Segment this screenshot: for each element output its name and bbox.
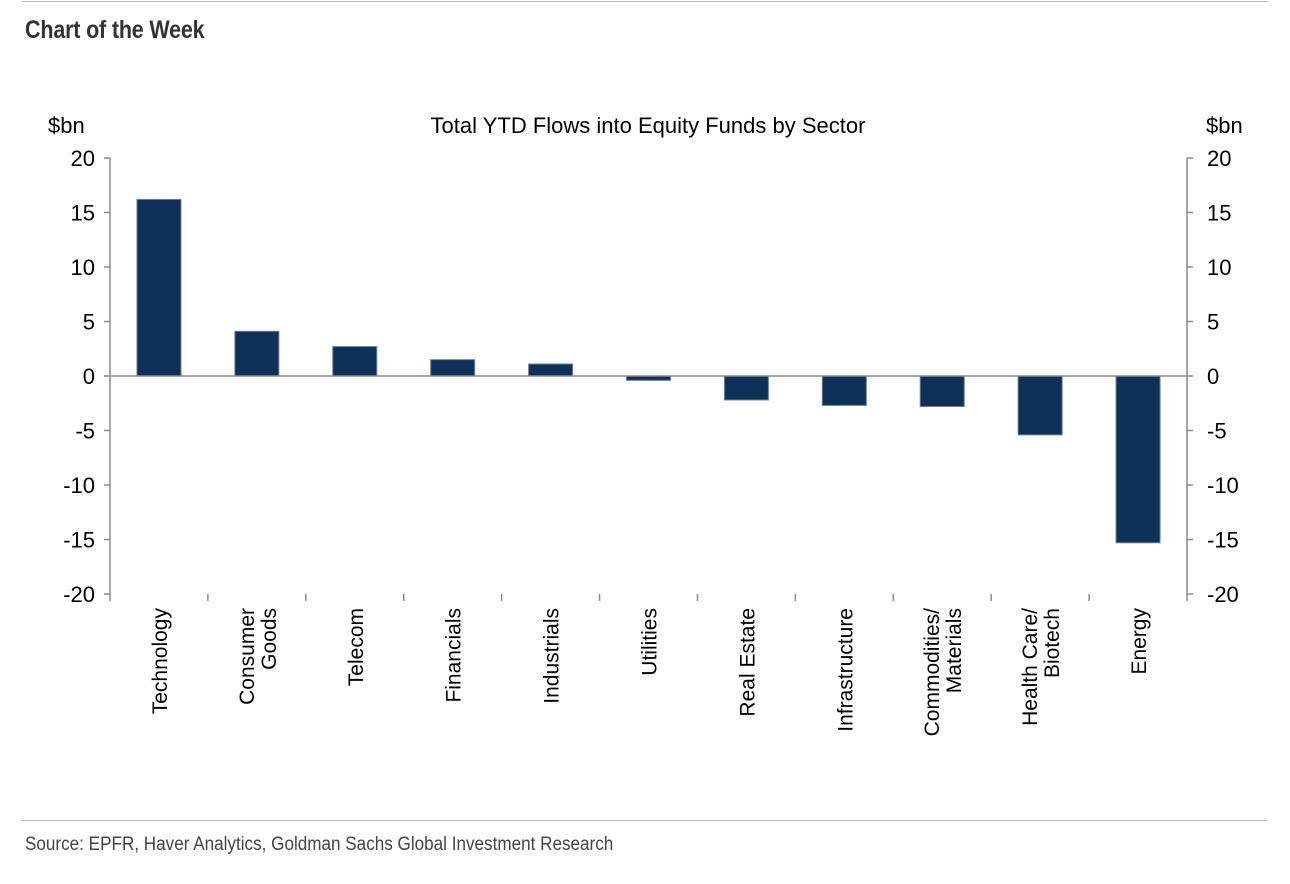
y-tick-label-right: 15 [1207, 201, 1231, 226]
bar [430, 359, 476, 377]
y-tick-label-right: 20 [1207, 146, 1231, 171]
x-tick-label: Technology [149, 608, 172, 715]
bar [136, 198, 182, 377]
x-tick-label: Industrials [541, 608, 564, 704]
y-tick-label-left: -5 [75, 419, 95, 444]
y-tick-label-right: -5 [1207, 419, 1227, 444]
x-tick-label: Telecom [345, 608, 368, 686]
x-tick-label: Goods [258, 608, 281, 670]
y-tick-label-left: 0 [83, 364, 95, 389]
y-axis-unit-right: $bn [1206, 113, 1243, 138]
y-tick-label-left: 5 [83, 310, 95, 335]
bar [1017, 375, 1063, 436]
y-tick-label-right: 10 [1207, 255, 1231, 280]
x-tick-label: Real Estate [736, 608, 759, 717]
x-tick-label: Energy [1128, 608, 1151, 675]
bar [332, 346, 378, 377]
y-tick-label-right: 5 [1207, 310, 1219, 335]
y-axis-unit-left: $bn [48, 113, 85, 138]
x-tick-label: Health Care/ [1019, 608, 1042, 726]
x-tick-label: Commodities/ [921, 608, 944, 737]
y-tick-label-left: -10 [63, 473, 95, 498]
y-tick-label-right: -15 [1207, 528, 1239, 553]
y-tick-label-right: 0 [1207, 364, 1219, 389]
y-tick-label-left: 10 [71, 255, 95, 280]
page-heading: Chart of the Week [25, 16, 205, 44]
bar [919, 375, 965, 408]
x-tick-label: Consumer [236, 608, 259, 705]
bar [528, 363, 574, 377]
bar-chart: Total YTD Flows into Equity Funds by Sec… [48, 113, 1243, 737]
bar [821, 375, 867, 406]
y-tick-label-right: -10 [1207, 473, 1239, 498]
x-tick-label: Financials [443, 608, 466, 703]
y-tick-label-left: -20 [63, 582, 95, 607]
source-note: Source: EPFR, Haver Analytics, Goldman S… [25, 834, 614, 855]
x-tick-label: Biotech [1041, 608, 1064, 678]
bar [234, 330, 280, 377]
x-tick-label: Materials [943, 608, 966, 693]
y-tick-label-right: -20 [1207, 582, 1239, 607]
top-rule [22, 1, 1268, 2]
y-tick-label-left: -15 [63, 528, 95, 553]
x-tick-label: Utilities [639, 608, 662, 676]
bottom-rule [22, 820, 1268, 821]
x-tick-label: Infrastructure [834, 608, 857, 732]
bar [1115, 375, 1161, 544]
bar [723, 375, 769, 401]
y-tick-label-left: 15 [71, 201, 95, 226]
chart-title: Total YTD Flows into Equity Funds by Sec… [431, 113, 866, 138]
y-tick-label-left: 20 [71, 146, 95, 171]
